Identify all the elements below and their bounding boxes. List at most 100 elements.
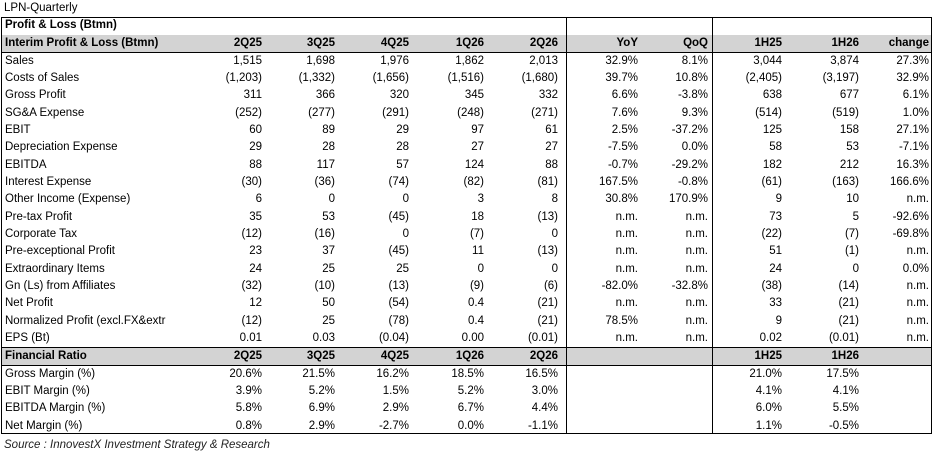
column-header-yoy <box>568 348 638 365</box>
cell-yoy <box>568 366 638 383</box>
cell-qoq: n.m. <box>685 297 708 310</box>
pl-section-subtitle: Interim Profit & Loss (Btmn) <box>5 37 159 49</box>
cell-4q25: (45) <box>388 245 409 258</box>
cell-1q26: 345 <box>464 89 484 102</box>
cell-2q26: 27 <box>545 141 558 154</box>
cell-1q26: 6.7% <box>457 402 484 415</box>
column-header-3q25: 3Q25 <box>306 350 335 362</box>
cell-1h26: 677 <box>839 89 859 102</box>
cell-qoq: n.m. <box>685 262 708 275</box>
cell-change: -92.6% <box>892 210 929 223</box>
cell-change: -7.1% <box>898 141 929 154</box>
row-label: Extraordinary Items <box>5 262 105 275</box>
cell-3q25: 25 <box>322 314 335 327</box>
cell-1h25: 9 <box>775 314 782 327</box>
cell-2q26: 0 <box>551 228 558 240</box>
row-label: Corporate Tax <box>5 228 78 240</box>
cell-1q26: 0.4 <box>468 314 484 327</box>
column-header-1h25: 1H25 <box>754 37 783 49</box>
cell-2q25: (12) <box>241 314 262 327</box>
cell-4q25: (54) <box>388 297 409 310</box>
column-header-change: change <box>888 37 929 49</box>
row-label: EBIT Margin (%) <box>5 384 90 397</box>
cell-1h25: 58 <box>769 141 782 154</box>
column-divider-left <box>566 18 567 433</box>
cell-1q26: 0.4 <box>468 297 484 310</box>
cell-2q26: 61 <box>545 123 558 136</box>
cell-2q26: (13) <box>537 210 558 223</box>
cell-1h25: 24 <box>769 262 782 275</box>
cell-1h26: 53 <box>846 141 859 154</box>
table-frame <box>1 17 932 434</box>
cell-change: 1.0% <box>902 106 929 119</box>
cell-qoq: 10.8% <box>675 71 708 84</box>
cell-3q25: 0.03 <box>312 332 335 345</box>
cell-yoy: -7.5% <box>607 141 638 154</box>
cell-qoq: 0.0% <box>681 141 708 154</box>
cell-4q25: (45) <box>388 210 409 223</box>
table-row: EPS (Bt) 0.01 0.03 (0.04) 0.00 (0.01) n.m. n.m.… <box>0 330 936 347</box>
cell-yoy: -0.7% <box>607 158 638 171</box>
cell-4q25: 2.9% <box>382 402 409 415</box>
cell-1q26: 97 <box>471 123 484 136</box>
cell-yoy: 2.5% <box>611 123 638 136</box>
cell-1h25: 0.02 <box>759 332 782 345</box>
row-label: Sales <box>5 54 34 67</box>
cell-3q25: 6.9% <box>308 402 335 415</box>
cell-1q26: 1,862 <box>455 54 484 67</box>
cell-1q26: 18 <box>471 210 484 223</box>
cell-qoq <box>638 383 708 400</box>
row-label: Gross Profit <box>5 89 66 102</box>
cell-1h25: 9 <box>775 193 782 206</box>
cell-1h26: 17.5% <box>826 367 859 380</box>
cell-1h25: 638 <box>762 89 782 102</box>
cell-2q25: 3.9% <box>235 384 262 397</box>
cell-1h26: (21) <box>838 297 859 310</box>
cell-qoq: n.m. <box>685 332 708 345</box>
cell-2q25: 311 <box>243 89 262 102</box>
cell-qoq: -37.2% <box>671 123 708 136</box>
cell-1h25: (38) <box>761 280 782 293</box>
table-row: Gn (Ls) from Affiliates (32) (10) (13) (9) (6… <box>0 278 936 295</box>
cell-2q25: 1,515 <box>233 54 262 67</box>
cell-4q25: 29 <box>396 123 409 136</box>
cell-1q26: 27 <box>471 141 484 154</box>
header-divider <box>2 52 931 53</box>
column-divider-right <box>712 18 713 433</box>
row-label: Pre-tax Profit <box>5 210 73 223</box>
cell-change <box>859 383 929 400</box>
cell-3q25: 53 <box>322 210 335 223</box>
cell-qoq: -32.8% <box>671 280 708 293</box>
row-label: Net Margin (%) <box>5 419 83 432</box>
cell-4q25: 1.5% <box>382 384 409 397</box>
cell-3q25: 5.2% <box>308 384 335 397</box>
table-row: Other Income (Expense) 6 0 0 3 8 30.8% 170.9% 9 1… <box>0 191 936 208</box>
cell-4q25: -2.7% <box>378 419 409 432</box>
cell-4q25: 57 <box>396 158 409 171</box>
cell-2q25: 29 <box>249 141 262 154</box>
cell-4q25: (1,656) <box>372 71 409 84</box>
column-header-change <box>859 348 929 365</box>
cell-1q26: (248) <box>457 106 484 119</box>
cell-qoq: n.m. <box>685 228 708 240</box>
column-header-2q26: 2Q26 <box>529 350 558 362</box>
cell-change: 27.3% <box>896 54 929 67</box>
cell-qoq: n.m. <box>685 314 708 327</box>
cell-2q25: 88 <box>249 158 262 171</box>
cell-2q25: 20.6% <box>229 367 262 380</box>
cell-1h25: 6.0% <box>755 402 782 415</box>
cell-1h25: 125 <box>762 123 782 136</box>
column-header-1q26: 1Q26 <box>455 37 484 49</box>
cell-2q26: (21) <box>537 297 558 310</box>
row-label: Pre-exceptional Profit <box>5 245 115 258</box>
column-header-2q25: 2Q25 <box>233 37 262 49</box>
cell-1h26: 158 <box>839 123 859 136</box>
cell-qoq: n.m. <box>685 210 708 223</box>
cell-2q26: -1.1% <box>527 419 558 432</box>
cell-2q26: (0.01) <box>527 332 558 345</box>
cell-change: n.m. <box>906 245 929 258</box>
cell-1q26: 3 <box>477 193 484 206</box>
row-label: Net Profit <box>5 297 53 310</box>
row-label: Other Income (Expense) <box>5 193 131 206</box>
source-note: Source : InnovestX Investment Strategy &… <box>4 439 270 451</box>
